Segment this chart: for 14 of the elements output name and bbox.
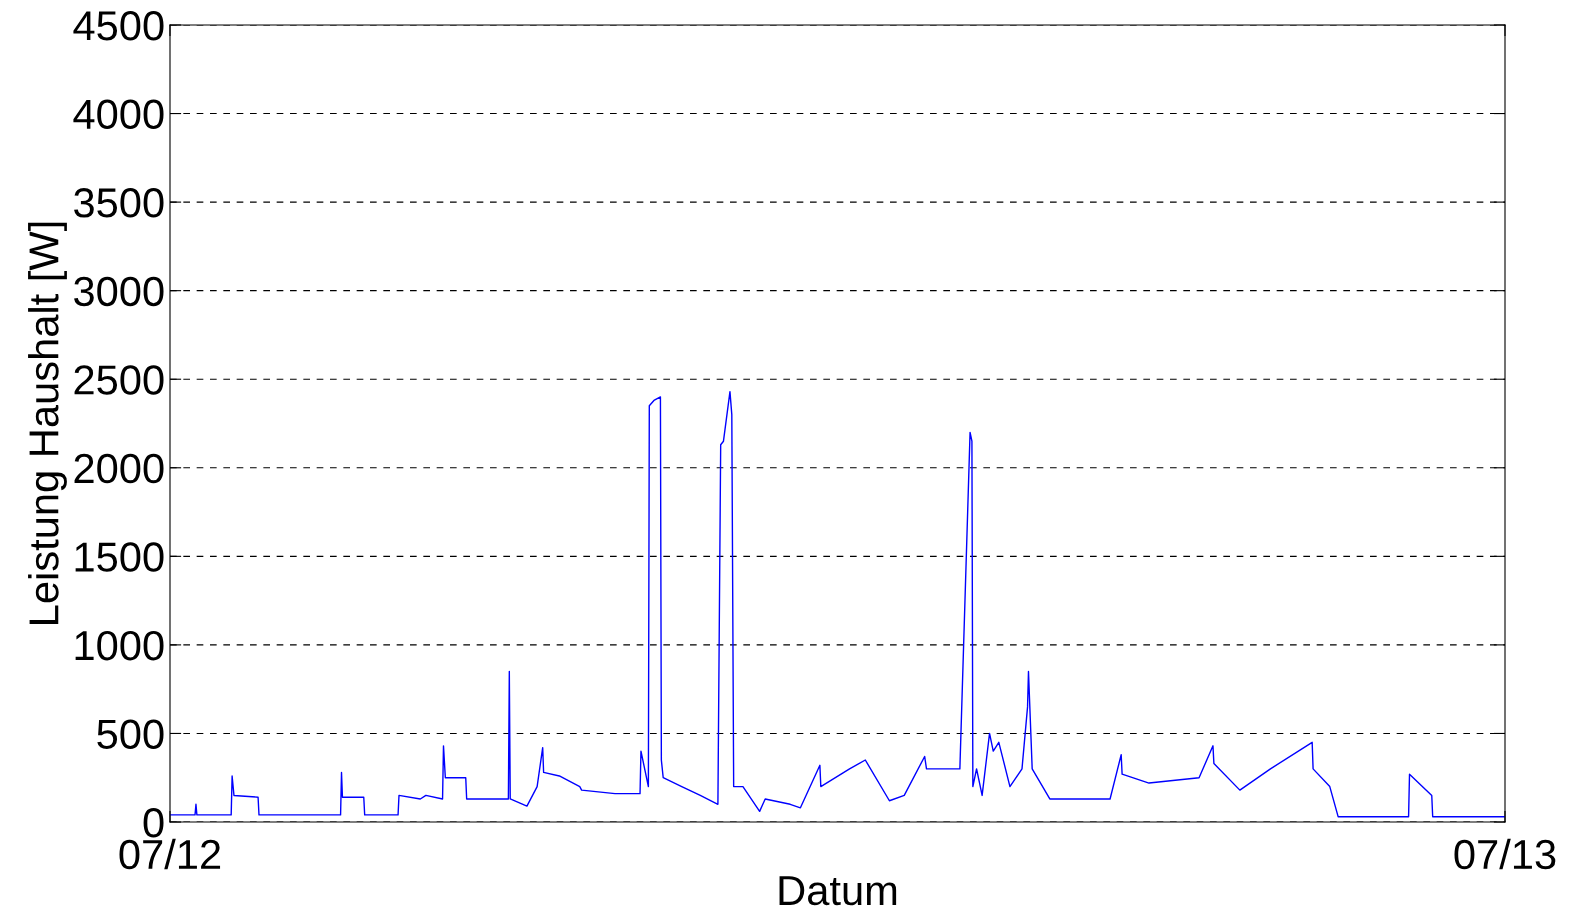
y-tick-label: 3500	[74, 188, 164, 218]
y-tick-label: 3000	[74, 276, 164, 307]
y-tick-label: 1500	[75, 542, 164, 572]
y-tick-label: 500	[97, 719, 164, 749]
y-axis-title: Leistung Haushalt [W]	[28, 222, 67, 624]
x-tick-label: 07/12	[119, 838, 221, 870]
y-tick-label: 4500	[73, 11, 164, 41]
y-tick-label: 2000	[74, 453, 164, 484]
x-tick-label: 07/13	[1454, 838, 1556, 870]
y-tick-label: 1000	[75, 630, 164, 661]
y-tick-label: 2500	[74, 365, 164, 395]
y-tick-label: 4000	[73, 99, 164, 130]
x-axis-title: Datum	[779, 876, 897, 906]
y-tick-label: 0	[143, 808, 164, 838]
